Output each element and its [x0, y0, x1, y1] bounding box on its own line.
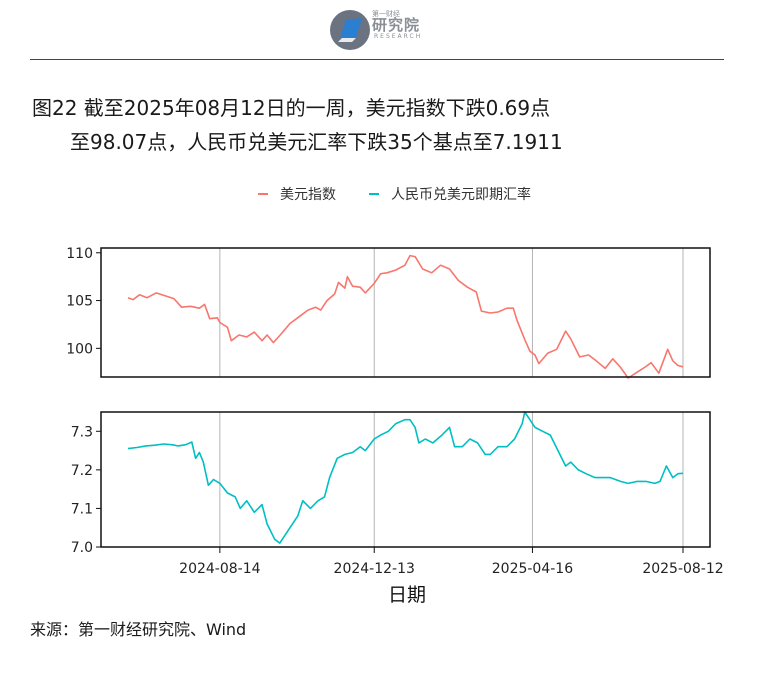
x-tick-label: 2025-04-16: [492, 561, 573, 577]
y-tick-label: 7.2: [71, 463, 93, 479]
y-tick-label: 105: [66, 294, 93, 310]
legend-label-cny-rate: 人民币兑美元即期汇率: [391, 186, 531, 203]
header-divider: [30, 59, 724, 60]
chart-legend: 美元指数 人民币兑美元即期汇率: [258, 186, 531, 203]
x-axis-label: 日期: [388, 584, 426, 606]
x-tick-label: 2024-08-14: [179, 561, 260, 577]
series-line: [127, 411, 684, 544]
series-line: [127, 254, 684, 379]
x-tick-label: 2024-12-13: [334, 561, 415, 577]
x-tick-label: 2025-08-12: [642, 561, 723, 577]
y-tick-label: 7.1: [71, 501, 93, 517]
research-institute-logo: [330, 10, 370, 50]
y-tick-label: 7.0: [71, 540, 93, 556]
y-tick-label: 110: [66, 246, 93, 262]
logo-small-text: 第一财经: [372, 10, 400, 18]
panel-frame: [100, 411, 711, 548]
x-axis: 2024-08-14 2024-12-13 2025-04-16 2025-08-12: [179, 547, 724, 577]
logo-english-text: RESEARCH: [374, 33, 423, 40]
source-note: 来源：第一财经研究院、Wind: [30, 620, 247, 639]
usd-index-panel: 100 105 110: [66, 246, 711, 379]
panel-frame: [100, 247, 711, 378]
legend-label-usd-index: 美元指数: [280, 187, 336, 203]
y-tick-label: 7.3: [71, 424, 93, 440]
chart-title-line1: 图22 截至2025年08月12日的一周，美元指数下跌0.69点: [32, 96, 551, 120]
cny-rate-panel: 7.0 7.1 7.2 7.3: [71, 411, 711, 556]
y-tick-label: 100: [66, 341, 93, 357]
chart-title-line2: 至98.07点，人民币兑美元汇率下跌35个基点至7.1911: [70, 130, 563, 154]
logo-chinese-text: 研究院: [372, 16, 421, 34]
